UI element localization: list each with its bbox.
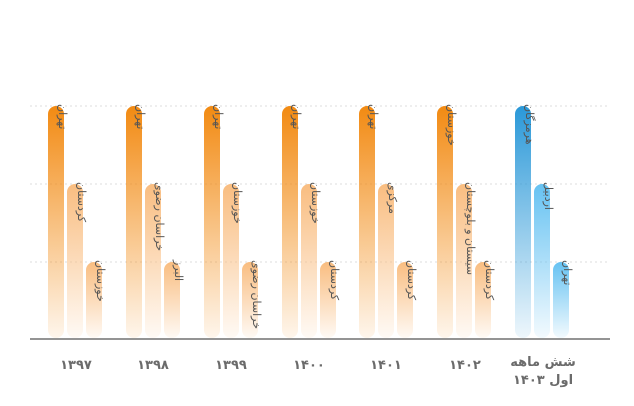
bar bbox=[86, 262, 102, 338]
bar bbox=[223, 184, 239, 338]
bar-label: کردستان bbox=[75, 182, 88, 223]
bar-group: هرمزگان اردبیل تهران bbox=[515, 104, 574, 338]
bar bbox=[359, 106, 375, 338]
bar bbox=[378, 184, 394, 338]
bar-label: تهران bbox=[290, 104, 303, 129]
bar bbox=[456, 184, 472, 338]
bar bbox=[397, 262, 413, 338]
bar bbox=[282, 106, 298, 338]
bar bbox=[242, 262, 258, 338]
category-label: ۱۴۰۰ bbox=[293, 358, 325, 373]
bar-label: خوزستان bbox=[309, 182, 322, 224]
category-label: ۱۴۰۱ bbox=[370, 358, 402, 373]
bar bbox=[534, 184, 550, 338]
bar bbox=[67, 184, 83, 338]
bar bbox=[204, 106, 220, 338]
bar bbox=[126, 106, 142, 338]
bar-label: هرمزگان bbox=[523, 104, 536, 145]
bar bbox=[145, 184, 161, 338]
bar-label: کردستان bbox=[405, 260, 418, 301]
bar-label: خوزستان bbox=[231, 182, 244, 224]
bar bbox=[164, 262, 180, 338]
category-label: اول ۱۴۰۳ bbox=[513, 373, 573, 388]
bar-label: تهران bbox=[56, 104, 69, 129]
bar bbox=[301, 184, 317, 338]
category-label: ۱۳۹۷ bbox=[60, 358, 92, 373]
bar-group: تهران کردستان خوزستان bbox=[48, 104, 107, 338]
bar bbox=[320, 262, 336, 338]
bar-label: تهران bbox=[134, 104, 147, 129]
bar-label: تهران bbox=[367, 104, 380, 129]
bar bbox=[553, 262, 569, 338]
bar-label: مرکزی bbox=[386, 182, 399, 214]
bar bbox=[437, 106, 453, 338]
category-label: شش ماهه bbox=[510, 355, 576, 370]
bar-label: کردستان bbox=[483, 260, 496, 301]
bar-label: تهران bbox=[212, 104, 225, 129]
bar-group: تهران خراسان رضوی البرز bbox=[126, 104, 185, 338]
bar-label: خوزستان bbox=[445, 104, 458, 146]
bar-group: خوزستان سیستان و بلوچستان کردستان bbox=[437, 104, 496, 338]
bar-label: سیستان و بلوچستان bbox=[464, 182, 477, 275]
bar-group: تهران مرکزی کردستان bbox=[359, 104, 418, 338]
bar-label: تهران bbox=[561, 260, 574, 285]
category-label: ۱۳۹۸ bbox=[137, 358, 169, 373]
category-label: ۱۴۰۲ bbox=[449, 358, 481, 373]
category-label: ۱۳۹۹ bbox=[215, 358, 247, 373]
bar-label: اردبیل bbox=[542, 182, 555, 210]
bar-group: تهران خوزستان کردستان bbox=[282, 104, 341, 338]
bar-label: کردستان bbox=[328, 260, 341, 301]
bar bbox=[475, 262, 491, 338]
bar-label: خراسان رضوی bbox=[250, 260, 263, 329]
bar-label: خوزستان bbox=[94, 260, 107, 302]
bar-label: خراسان رضوی bbox=[153, 182, 166, 251]
bar-group: تهران خوزستان خراسان رضوی bbox=[204, 104, 263, 338]
bar-label: البرز bbox=[172, 259, 185, 281]
bar bbox=[48, 106, 64, 338]
bar bbox=[515, 106, 531, 338]
